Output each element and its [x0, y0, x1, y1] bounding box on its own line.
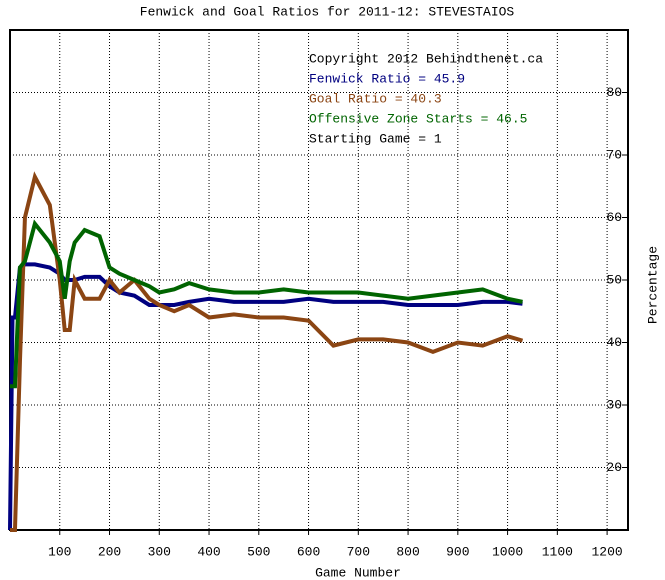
y-tick-label: 20 [606, 460, 622, 475]
y-tick-label: 40 [606, 335, 622, 350]
y-tick-label: 80 [606, 85, 622, 100]
annotation: Goal Ratio = 40.3 [309, 91, 442, 106]
y-tick-label: 60 [606, 210, 622, 225]
x-tick-label: 1100 [542, 544, 573, 559]
annotation: Copyright 2012 Behindthenet.ca [309, 51, 543, 66]
chart-title: Fenwick and Goal Ratios for 2011-12: STE… [140, 4, 515, 19]
y-tick-label: 30 [606, 397, 622, 412]
x-tick-label: 300 [148, 544, 171, 559]
x-tick-label: 500 [247, 544, 270, 559]
y-tick-label: 70 [606, 147, 622, 162]
x-tick-label: 1200 [591, 544, 622, 559]
x-tick-label: 1000 [492, 544, 523, 559]
x-tick-label: 400 [197, 544, 220, 559]
y-tick-label: 50 [606, 272, 622, 287]
annotation: Offensive Zone Starts = 46.5 [309, 111, 527, 126]
series-line [10, 219, 523, 389]
x-tick-label: 900 [446, 544, 469, 559]
x-tick-label: 100 [48, 544, 71, 559]
x-axis-label: Game Number [315, 565, 401, 580]
x-tick-label: 200 [98, 544, 121, 559]
x-tick-label: 600 [297, 544, 320, 559]
annotation: Fenwick Ratio = 45.9 [309, 71, 465, 86]
annotation: Starting Game = 1 [309, 131, 442, 146]
x-tick-label: 800 [396, 544, 419, 559]
series-line [8, 262, 523, 531]
x-tick-label: 700 [347, 544, 370, 559]
series-line [10, 171, 524, 532]
y-axis-label: Percentage [645, 246, 660, 324]
